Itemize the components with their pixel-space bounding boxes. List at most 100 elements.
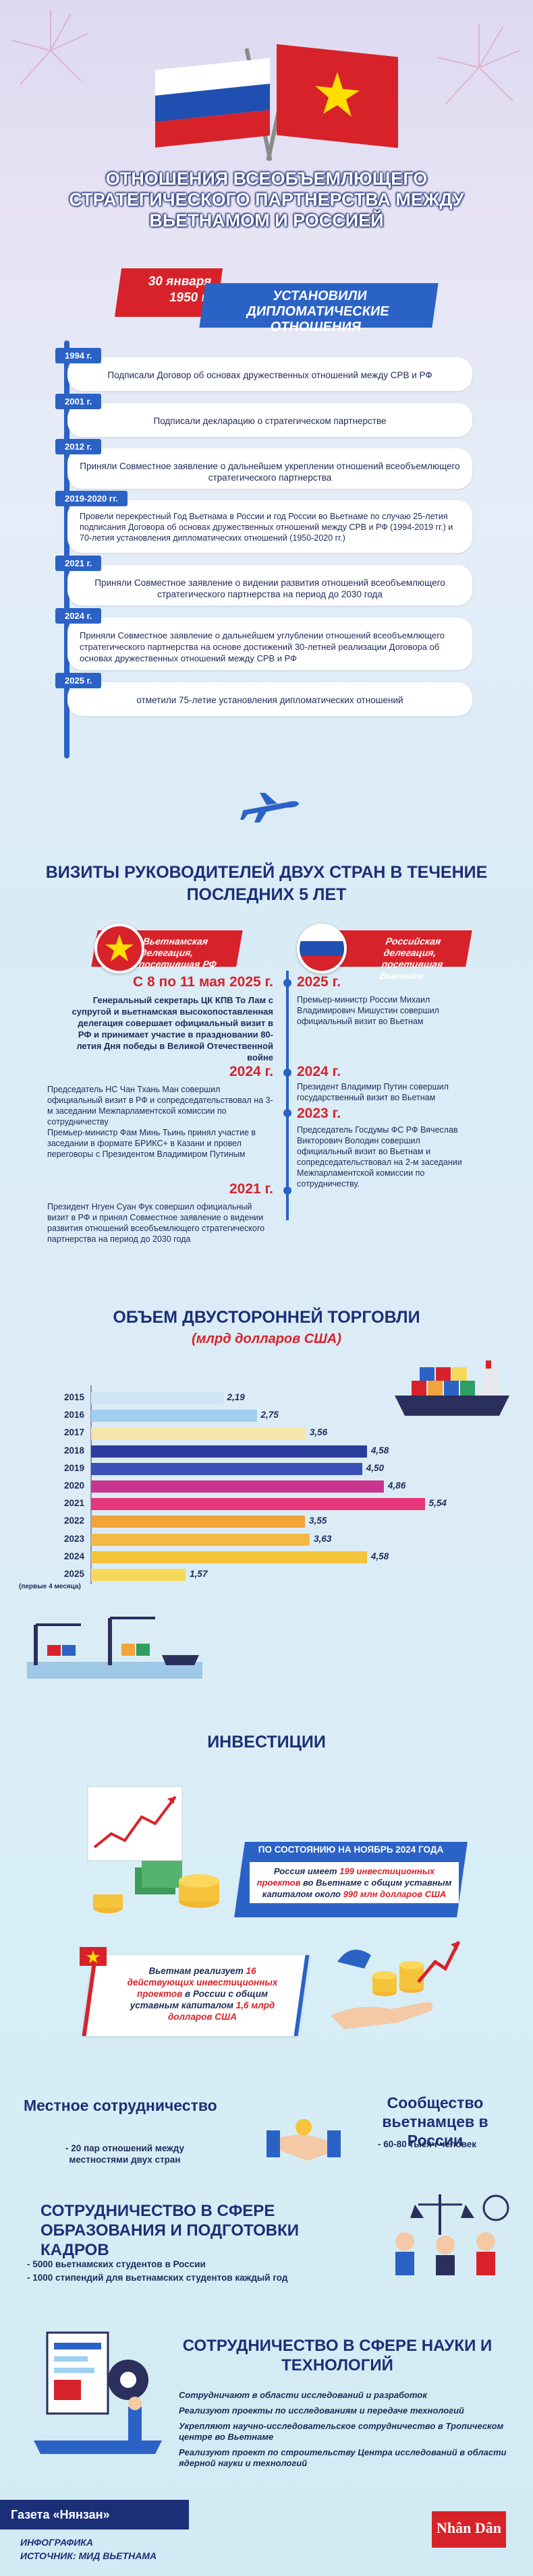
chart-bar [91,1498,425,1511]
timeline-year: 2025 г. [55,673,102,688]
page-title: ОТНОШЕНИЯ ВСЕОБЪЕМЛЮЩЕГО СТРАТЕГИЧЕСКОГО… [69,169,464,231]
vn-visit-text: Генеральный секретарь ЦК КПВ То Лам с су… [72,995,273,1062]
bar-category-label: 2023 [63,1533,84,1544]
education-title: СОТРУДНИЧЕСТВО В СФЕРЕ ОБРАЗОВАНИЯ И ПОД… [40,2202,300,2259]
science-title: СОТРУДНИЧЕСТВО В СФЕРЕ НАУКИ И ТЕХНОЛОГИ… [182,2337,493,2374]
bar-category-label: 2025 [63,1569,84,1579]
local-cooperation-text: - 20 пар отношений между местностями дву… [65,2143,184,2165]
text-segment: Россия имеет [273,1866,340,1876]
bar-value-label: 1,57 [190,1569,208,1579]
vn-visit-text: Председатель НС Чан Тхань Ман совершил о… [47,1085,273,1159]
timeline-item: 2021 г. Приняли Совместное заявление о в… [55,556,472,605]
science-item: Сотрудничают в области исследований и ра… [179,2390,427,2400]
highlight-projects: 16 действующих инвестиционных проектов [127,1966,278,1999]
trade-title: ОБЪЕМ ДВУСТОРОННЕЙ ТОРГОВЛИ [113,1308,420,1327]
bar-category-label: 2024 [63,1551,84,1561]
highlight-capital: 990 млн долларов США [343,1889,447,1899]
timeline-dot [283,1187,291,1195]
airplane-icon [240,793,299,822]
bar-category-label: 2020 [63,1480,84,1491]
science-item: Реализуют проект по строительству Центра… [179,2447,507,2468]
highlight-capital: 1,6 млрд долларов США [167,2000,275,2022]
chart-bar [91,1480,384,1493]
star-icon [105,934,134,961]
science-lab-illustration [34,2331,162,2454]
chart-bar [91,1462,362,1475]
cargo-ship-illustration [395,1360,509,1416]
investment-date-heading: ПО СОСТОЯНИЮ НА НОЯБРЬ 2024 ГОДА [258,1845,444,1855]
bar-category-label: 2016 [63,1410,84,1420]
text-segment: во Вьетнаме с общим уставным капиталом о… [262,1878,452,1899]
timeline-year: 2012 г. [55,439,102,454]
bar-category-label: 2022 [63,1516,84,1526]
ru-visit-date: 2024 г. [297,1064,341,1079]
chart-bar [91,1516,305,1528]
ru-visit-date: 2025 г. [297,974,341,990]
chart-bar [91,1392,223,1404]
star-icon [315,72,360,117]
vietnam-flag [277,44,398,148]
timeline-item: 1994 г. Подписали Договор об основах дру… [55,348,472,391]
bar-value-label: 4,86 [387,1480,406,1491]
vn-visit-text: Президент Нгуен Суан Фук совершил официа… [47,1202,265,1244]
timeline-year: 2024 г. [55,608,102,624]
russia-investment-text: Россия имеет 199 инвестиционных проектов… [250,1862,459,1903]
visits-timeline-line [286,971,289,1220]
chart-bar [91,1569,186,1581]
bar-category-label: 2019 [63,1462,84,1473]
timeline-line [64,340,69,758]
timeline-text: отметили 75-летие установления дипломати… [136,695,403,705]
bar-category-label: 2017 [63,1427,84,1438]
chart-bar [91,1445,367,1458]
chart-bar [91,1551,367,1563]
community-title: Сообщество вьетнамцев в России [382,2094,488,2149]
chart-bar [91,1533,310,1546]
timeline-item: 2001 г. Подписали декларацию о стратегич… [55,394,472,437]
education-item: - 1000 стипендий для вьетнамских студент… [27,2273,288,2283]
chart-bar [91,1427,306,1440]
bar-value-label: 4,58 [370,1445,389,1456]
ru-visit-text: Председатель Госдумы ФС РФ Вячеслав Викт… [297,1125,462,1189]
bar-category-label: 2015 [63,1392,84,1402]
chart-bar [91,1410,257,1422]
timeline-text: Приняли Совместное заявление о дальнейше… [80,630,445,663]
vn-visit-date: 2021 г. [229,1181,273,1197]
timeline-item: 2019-2020 гг. Провели перекрестный Год В… [55,491,472,553]
timeline-year: 2001 г. [55,394,102,409]
bar-value-label: 5,54 [428,1498,447,1509]
bar-value-label: 2,75 [260,1410,279,1420]
timeline-text: Провели перекрестный Год Вьетнама в Росс… [80,512,453,543]
timeline-text: Подписали Договор об основах дружественн… [107,370,432,380]
bar-value-label: 3,56 [309,1427,328,1438]
visits-title: ВИЗИТЫ РУКОВОДИТЕЛЕЙ ДВУХ СТРАН В ТЕЧЕНИ… [45,863,488,904]
bar-value-label: 3,63 [314,1533,332,1544]
coins-hand-illustration [331,1940,461,2029]
fireworks-right-decoration [437,24,520,105]
ru-visit-date: 2023 г. [297,1106,341,1121]
vn-visit-date: 2024 г. [229,1064,273,1079]
education-item: - 5000 вьетнамских студентов в России [27,2259,206,2269]
timeline-item: 2012 г. Приняли Совместное заявление о д… [55,439,472,489]
timeline-dot [283,979,291,987]
port-cranes-illustration [27,1617,202,1679]
bar-category-label: 2018 [63,1445,84,1456]
growth-chart-illustration [87,1786,219,1913]
ru-visit-text: Премьер-министр России Михаил Владимиров… [297,995,439,1026]
russia-flag [155,58,270,148]
timeline-text: Подписали декларацию о стратегическом па… [153,416,387,426]
bar-category-label: 2021 [63,1498,84,1509]
community-text: - 60-80 тысяч человек [378,2139,477,2149]
trade-subtitle: (млрд долларов США) [192,1331,341,1346]
text-segment: в России с общим уставным капиталом [130,1989,269,2010]
infographic-credit: ИНФОГРАФИКА [20,2537,93,2548]
timeline-dot [283,1069,291,1077]
bar-value-label: 2,19 [227,1392,245,1402]
timeline-item: 2024 г. Приняли Совместное заявление о д… [55,608,472,670]
russia-flag-circle [297,924,347,974]
vietnam-flag-circle [94,924,144,974]
timeline-text: Приняли Совместное заявление о видении р… [94,578,445,599]
timeline-year: 2021 г. [55,556,102,571]
chart-footnote: (первые 4 месяца) [19,1583,81,1590]
handshake-illustration [266,2119,341,2161]
source-credit: ИСТОЧНИК: МИД ВЬЕТНАМА [20,2550,157,2561]
